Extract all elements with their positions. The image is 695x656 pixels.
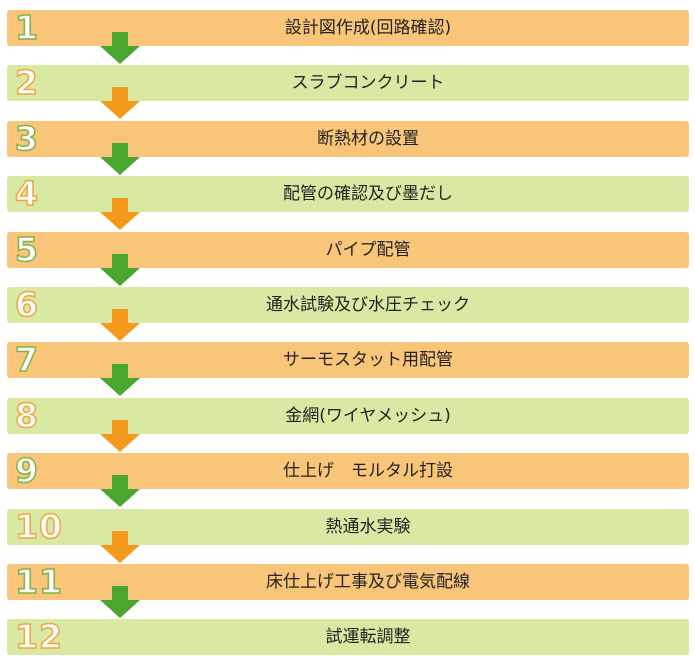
orange-arrow-icon: [100, 198, 140, 230]
orange-arrow-icon: [100, 309, 140, 341]
step-number: 3: [14, 119, 39, 158]
orange-arrow-icon: [100, 420, 140, 452]
green-arrow-icon: [100, 364, 140, 396]
step-label: スラブコンクリート: [291, 73, 445, 93]
step-number: 7: [14, 340, 39, 379]
step-label: 床仕上げ工事及び電気配線: [266, 572, 470, 592]
green-arrow-icon: [100, 143, 140, 175]
green-arrow-icon: [100, 586, 140, 618]
step-label: 金網(ワイヤメッシュ): [285, 406, 451, 426]
step-12: 12 試運転調整: [7, 617, 689, 656]
green-arrow-icon: [100, 475, 140, 507]
step-label: パイプ配管: [325, 240, 411, 260]
step-number: 6: [14, 285, 39, 324]
step-number: 5: [14, 230, 39, 269]
step-label: 設計図作成(回路確認): [284, 18, 452, 38]
green-arrow-icon: [100, 254, 140, 286]
step-number: 10: [14, 507, 63, 546]
step-label: 試運転調整: [325, 627, 411, 647]
step-4: 4 配管の確認及び墨だし: [7, 174, 689, 213]
step-number: 11: [14, 562, 63, 601]
step-number: 8: [14, 396, 39, 435]
step-number: 1: [14, 8, 39, 47]
step-label: 仕上げ モルタル打設: [283, 461, 453, 481]
step-label: サーモスタット用配管: [283, 350, 453, 370]
step-11: 11 床仕上げ工事及び電気配線: [7, 562, 689, 601]
step-label: 配管の確認及び墨だし: [283, 184, 453, 204]
green-arrow-icon: [100, 32, 140, 64]
step-label: 熱通水実験: [325, 517, 411, 537]
step-label: 通水試験及び水圧チェック: [266, 295, 470, 315]
orange-arrow-icon: [100, 531, 140, 563]
step-number: 12: [14, 617, 63, 656]
orange-arrow-icon: [100, 87, 140, 119]
step-label: 断熱材の設置: [317, 129, 419, 149]
step-number: 9: [14, 451, 39, 490]
step-number: 2: [14, 63, 39, 102]
step-9: 9 仕上げ モルタル打設: [7, 451, 689, 490]
step-number: 4: [14, 174, 39, 213]
